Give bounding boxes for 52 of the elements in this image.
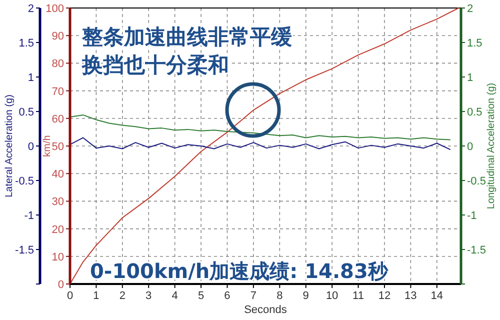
line-series: [70, 137, 450, 150]
y-tick-label: 70: [52, 86, 64, 98]
x-tick-label: 9: [302, 290, 309, 302]
y-axis-title: km/h: [42, 135, 53, 157]
y-tick-label: 10: [52, 251, 64, 264]
y-tick-label: 0: [58, 279, 64, 291]
annotation: 整条加速曲线非常平缓: [81, 25, 292, 49]
x-tick-label: 8: [276, 290, 283, 302]
x-tick-label: 10: [326, 290, 338, 302]
x-tick-label: 7: [250, 290, 257, 302]
y2-tick-label: 2: [467, 3, 474, 15]
x-tick-label: 0: [66, 290, 74, 302]
y2-tick-label: 0.5: [467, 106, 482, 118]
x-tick-label: 4: [172, 290, 178, 302]
x-axis-title: Seconds: [244, 304, 288, 316]
y2-tick-label: -0.5: [467, 176, 486, 188]
x-tick-label: 1: [93, 290, 100, 302]
y-tick-label: 100: [46, 3, 64, 15]
y3-tick-label: 1: [28, 72, 34, 84]
annotation: 换挡也十分柔和: [81, 53, 229, 77]
y2-tick-label: 1.5: [467, 38, 482, 50]
y3-tick-label: 2: [28, 3, 34, 15]
y2-tick-label: 1: [467, 72, 474, 84]
y-tick-label: 60: [52, 113, 64, 126]
x-tick-label: 2: [119, 290, 126, 302]
y3-tick-label: 0: [28, 141, 34, 153]
y3-tick-label: 0.5: [18, 106, 34, 118]
y3-axis-title: Lateral Acceleration (g): [4, 94, 15, 198]
x-tick-label: 12: [378, 290, 391, 302]
y3-tick-label: -1: [24, 210, 34, 222]
x-tick-label: 5: [198, 290, 204, 302]
y-tick-label: 20: [52, 224, 64, 236]
y-tick-label: 80: [52, 58, 64, 70]
y3-tick-label: 1.5: [18, 38, 34, 50]
x-tick-label: 6: [224, 290, 230, 302]
x-tick-label: 3: [146, 290, 152, 302]
x-tick-label: 14: [430, 290, 444, 302]
y3-tick-label: -1.5: [15, 244, 34, 256]
line-series: [70, 8, 460, 284]
y-tick-label: 50: [52, 141, 64, 153]
x-tick-label: 13: [404, 290, 417, 302]
y-tick-label: 90: [52, 30, 64, 43]
line-series: [70, 114, 450, 140]
y3-tick-label: -0.5: [15, 176, 34, 188]
y-tick-label: 30: [52, 196, 64, 208]
y2-tick-label: 0: [467, 141, 474, 153]
y2-tick-label: -1: [467, 210, 477, 222]
x-tick-label: 11: [352, 290, 364, 302]
annotation: 0-100km/h加速成绩: 14.83秒: [90, 259, 389, 283]
y2-axis-title: Longitudinal Acceleration (g): [486, 82, 497, 210]
y2-tick-label: -1.5: [467, 244, 486, 256]
y-tick-label: 40: [52, 168, 64, 181]
